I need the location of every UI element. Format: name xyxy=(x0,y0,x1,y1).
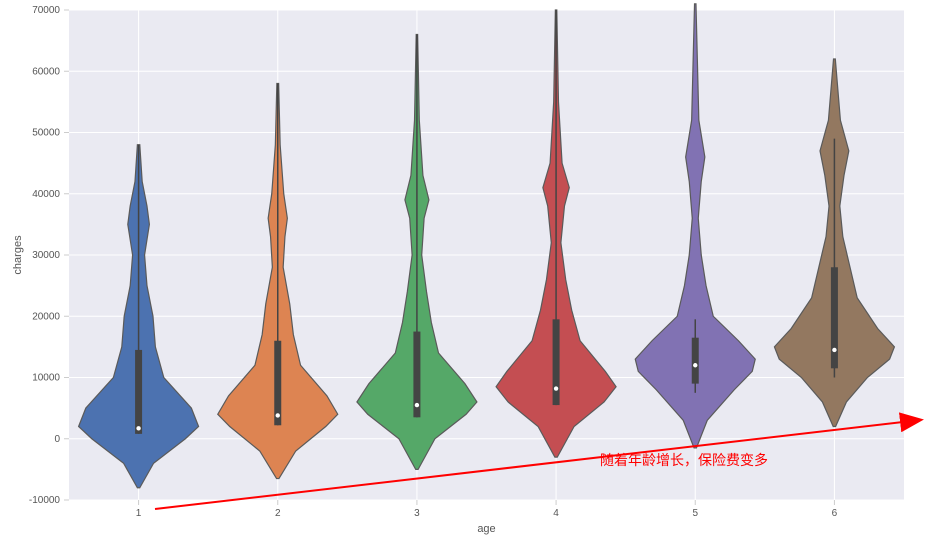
y-tick-label: 0 xyxy=(54,434,60,445)
box-4 xyxy=(553,319,560,405)
chart-container: -10000 0 10000 20000 30000 40000 50000 60000 700… xyxy=(0,0,928,539)
y-tick-label: 20000 xyxy=(32,311,60,322)
x-tick-label: 2 xyxy=(275,508,281,519)
y-tick-label: 10000 xyxy=(32,373,60,384)
y-tick-label: 40000 xyxy=(32,189,60,200)
box-6 xyxy=(831,267,838,368)
x-tick-label: 6 xyxy=(832,508,838,519)
x-tick-label: 1 xyxy=(136,508,142,519)
median-dot-5 xyxy=(693,363,697,367)
box-1 xyxy=(135,350,142,434)
y-tick-label: 30000 xyxy=(32,250,60,261)
y-tick-label: 70000 xyxy=(32,5,60,16)
y-axis-label: charges xyxy=(12,235,24,275)
x-tick-label: 3 xyxy=(414,508,420,519)
annotation-text: 随着年龄增长，保险费变多 xyxy=(600,452,768,468)
median-dot-3 xyxy=(415,403,419,407)
x-tick-label: 5 xyxy=(692,508,698,519)
median-dot-1 xyxy=(136,426,140,430)
x-axis-label: age xyxy=(477,523,495,535)
median-dot-2 xyxy=(276,413,280,417)
box-5 xyxy=(692,338,699,384)
box-2 xyxy=(274,341,281,426)
y-tick-label: 60000 xyxy=(32,66,60,77)
median-dot-4 xyxy=(554,386,558,390)
median-dot-6 xyxy=(832,348,836,352)
x-tick-label: 4 xyxy=(553,508,559,519)
y-tick-label: 50000 xyxy=(32,128,60,139)
y-tick-label: -10000 xyxy=(29,495,61,506)
violin-chart: -10000 0 10000 20000 30000 40000 50000 60000 700… xyxy=(0,0,928,539)
